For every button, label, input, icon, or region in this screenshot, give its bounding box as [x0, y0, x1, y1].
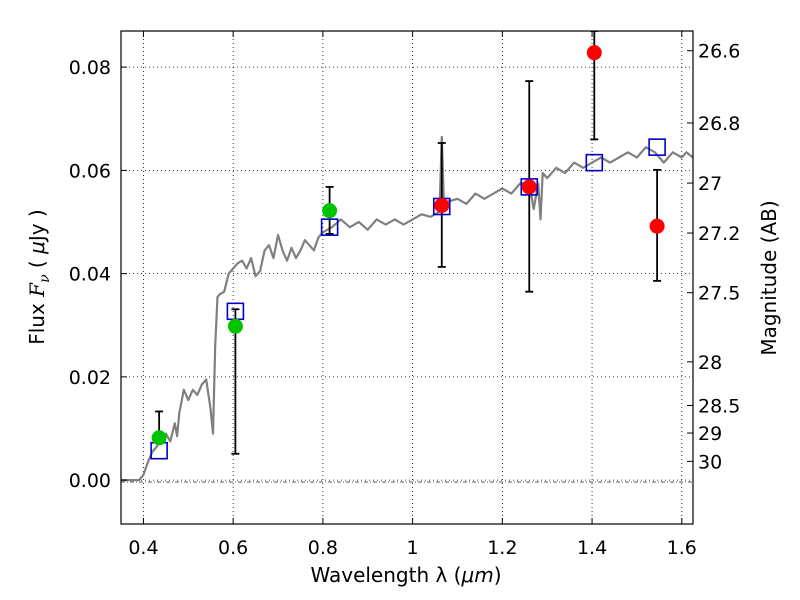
x-tick-label: 1.6 — [667, 537, 697, 559]
model-flux-squares — [150, 138, 666, 460]
x-tick-label: 0.6 — [218, 537, 248, 559]
x-tick-label: 1.4 — [577, 537, 607, 559]
red-point — [434, 197, 450, 213]
x-tick-label: 0.8 — [308, 537, 338, 559]
x-axis-label-unit: μm — [460, 563, 493, 587]
y-axis-label-var: F — [25, 282, 49, 298]
x-axis-label-text: Wavelength λ ( — [310, 563, 461, 587]
magnitude-tick-label: 26.8 — [698, 113, 740, 135]
magnitude-axis-label: Magnitude (AB) — [757, 200, 781, 355]
magnitude-tick-label: 26.6 — [698, 41, 740, 63]
magnitude-tick-label: 28 — [698, 352, 722, 374]
y-axis-label-text: Flux — [25, 297, 49, 345]
template-spectrum-line — [121, 135, 693, 482]
x-tick-labels: 0.4 0.6 0.8 1 1.2 1.4 1.6 — [128, 537, 697, 559]
model-square — [520, 178, 539, 196]
model-square — [585, 153, 604, 172]
x-tick-label: 0.4 — [128, 537, 158, 559]
y-axis-label-unit-rest: Jy ) — [25, 209, 49, 243]
y-tick-label: 0.04 — [69, 264, 111, 286]
magnitude-tick-label: 27.5 — [698, 283, 740, 305]
magnitude-tick-label: 27.2 — [698, 223, 740, 245]
magnitude-tick-label: 27 — [698, 173, 722, 195]
y-tick-label: 0.02 — [69, 367, 111, 389]
observed-flux-points — [151, 45, 665, 446]
y-axis-label-unit-open: ( — [25, 254, 49, 275]
magnitude-tick-label: 28.5 — [698, 396, 740, 418]
magnitude-tick-label: 29 — [698, 423, 722, 445]
y-tick-label: 0.00 — [69, 470, 111, 492]
y-tick-label: 0.06 — [69, 160, 111, 182]
y-tick-label: 0.08 — [69, 57, 111, 79]
red-point — [649, 218, 665, 234]
x-tick-label: 1 — [407, 537, 419, 559]
x-tick-label: 1.2 — [487, 537, 517, 559]
green-point — [151, 430, 167, 446]
x-axis-label: Wavelength λ (μm) — [310, 563, 501, 587]
plot-frame — [120, 30, 694, 525]
magnitude-tick-label: 30 — [698, 451, 722, 473]
red-point — [586, 45, 602, 61]
axis-ticks — [121, 31, 693, 524]
green-point — [227, 318, 243, 334]
y-axis-label-unit-mu: μ — [25, 241, 49, 255]
red-point — [521, 179, 537, 195]
magnitude-tick-labels: 26.6 26.8 27 27.2 27.5 28 28.5 29 30 — [698, 41, 740, 474]
model-square — [648, 138, 666, 156]
x-axis-label-close: ) — [494, 563, 502, 587]
green-point — [322, 203, 338, 219]
model-square — [320, 218, 339, 236]
y-axis-label-sub: ν — [37, 274, 53, 283]
y-tick-labels: 0.00 0.02 0.04 0.06 0.08 — [69, 57, 111, 492]
y-axis-label: Flux Fν ( μJy ) — [25, 209, 53, 345]
